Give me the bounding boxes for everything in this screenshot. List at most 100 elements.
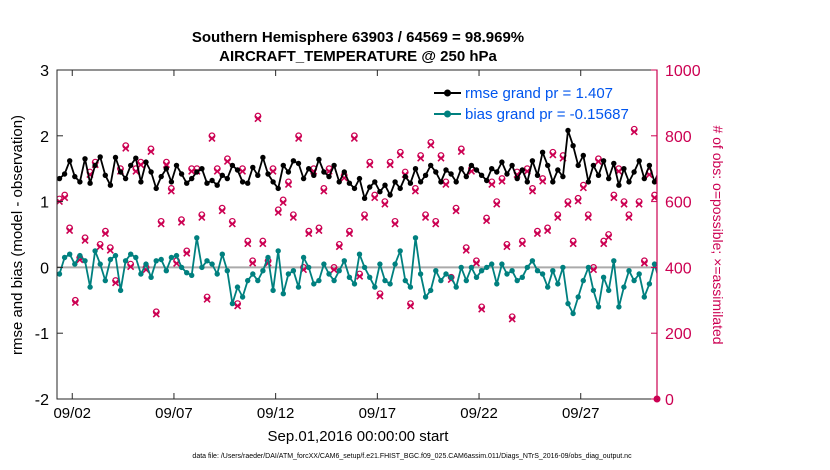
rmse-point — [407, 180, 414, 186]
bias-point — [351, 281, 358, 287]
bias-point — [67, 251, 73, 257]
rmse-point — [514, 175, 520, 182]
bias-point — [555, 281, 561, 287]
count-assimilated-stroke — [396, 151, 404, 159]
bias-point — [402, 277, 408, 284]
rmse-point — [621, 166, 627, 172]
legend: rmse grand pr = 1.407 bias grand pr = -0… — [428, 84, 643, 124]
count-assimilated-point — [386, 161, 394, 169]
bias-point — [377, 261, 383, 267]
rmse-point — [616, 182, 622, 188]
rmse-point — [112, 154, 119, 161]
count-assimilated-stroke — [371, 194, 379, 202]
rmse-point — [555, 167, 561, 173]
count-assimilated-point — [391, 220, 399, 228]
bias-point — [184, 270, 190, 276]
rmse-point — [326, 173, 332, 180]
y-tick-label-right: 600 — [665, 195, 692, 212]
rmse-point — [422, 172, 429, 178]
bias-point — [250, 271, 256, 277]
y-tick-label-left: -1 — [35, 326, 49, 343]
count-assimilated-stroke — [564, 200, 572, 208]
rmse-point — [641, 175, 647, 182]
bias-point — [631, 277, 637, 284]
count-assimilated-point — [122, 144, 130, 152]
bias-point — [392, 261, 398, 267]
bias-point — [148, 274, 154, 280]
count-assimilated-point — [208, 134, 216, 142]
count-assimilated-stroke — [122, 144, 130, 152]
rmse-point — [57, 175, 63, 182]
x-tick-label: 09/07 — [155, 405, 193, 422]
count-assimilated-stroke — [137, 161, 145, 169]
rmse-point — [270, 179, 276, 185]
count-assimilated-point — [569, 240, 577, 248]
count-assimilated-stroke — [549, 151, 557, 159]
count-assimilated-stroke — [274, 208, 282, 217]
rmse-point — [402, 173, 408, 180]
count-assimilated-stroke — [539, 177, 547, 185]
rmse-point — [321, 169, 327, 175]
count-assimilated-point — [554, 213, 562, 221]
bias-point — [580, 277, 586, 284]
bias-point — [239, 294, 246, 300]
bias-point — [285, 271, 292, 277]
bias-point — [102, 277, 109, 284]
rmse-series-line — [58, 129, 657, 200]
bias-point — [153, 258, 159, 264]
legend-bias-marker — [444, 110, 451, 118]
rmse-point — [580, 152, 586, 159]
rmse-point — [585, 179, 592, 185]
rmse-point — [509, 162, 515, 169]
rmse-point — [524, 179, 530, 185]
count-assimilated-stroke — [569, 240, 577, 248]
rmse-point — [285, 169, 292, 175]
count-assimilated-stroke — [498, 177, 506, 185]
bias-point — [77, 252, 83, 259]
count-assimilated-point — [198, 213, 206, 221]
bias-point — [417, 271, 424, 277]
rmse-point — [331, 162, 337, 169]
rmse-point — [97, 154, 103, 160]
count-assimilated-stroke — [356, 272, 364, 280]
rmse-point — [153, 185, 159, 192]
count-assimilated-point — [432, 220, 440, 228]
footnote-data-file: data file: /Users/raeder/DAI/ATM_forcXX/… — [192, 453, 632, 460]
y-tick-label-left: 0 — [40, 260, 49, 277]
count-assimilated-stroke — [269, 167, 277, 175]
rmse-point — [189, 175, 195, 182]
count-assimilated-point — [305, 229, 313, 238]
chart-title-line-2: AIRCRAFT_TEMPERATURE @ 250 hPa — [219, 48, 497, 65]
count-assimilated-point — [274, 208, 282, 217]
rmse-point — [590, 162, 597, 169]
bias-point — [122, 258, 129, 264]
bias-point — [422, 294, 429, 300]
rmse-point — [239, 179, 246, 185]
count-assimilated-point — [472, 259, 480, 267]
bias-point — [311, 281, 317, 287]
count-assimilated-stroke — [167, 187, 175, 195]
count-assimilated-stroke — [544, 226, 552, 235]
bias-point — [112, 252, 119, 259]
rmse-point — [163, 166, 169, 172]
count-assimilated-stroke — [386, 161, 394, 169]
bias-point — [87, 284, 93, 290]
count-assimilated-point — [600, 240, 608, 248]
count-assimilated-point — [533, 229, 541, 238]
count-assimilated-point — [66, 226, 74, 235]
rmse-point — [611, 160, 617, 167]
y-tick-label-right: 200 — [665, 326, 692, 343]
rmse-point — [219, 172, 225, 178]
bias-point — [453, 284, 459, 290]
rmse-point — [133, 155, 139, 161]
count-assimilated-stroke — [457, 148, 465, 156]
rmse-point — [575, 162, 581, 169]
count-assimilated-stroke — [579, 184, 587, 192]
bias-point — [204, 258, 210, 264]
bias-point — [550, 268, 556, 274]
bias-point — [595, 304, 602, 310]
count-assimilated-point — [498, 177, 506, 185]
legend-rmse-marker — [444, 89, 451, 97]
count-assimilated-point — [101, 229, 109, 238]
rmse-point — [250, 164, 256, 171]
